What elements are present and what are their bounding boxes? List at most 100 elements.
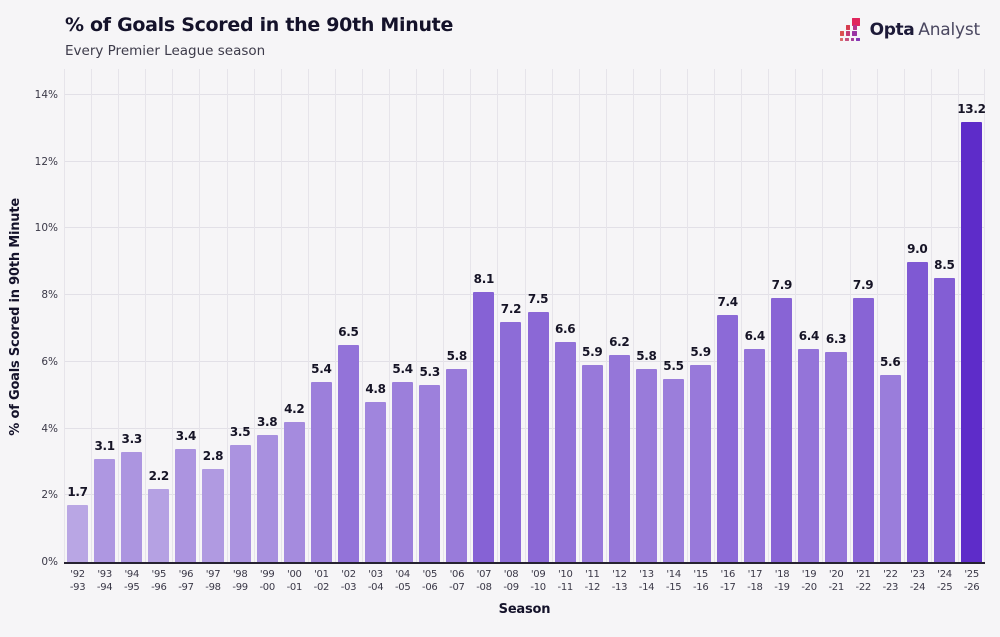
v-gridline bbox=[253, 69, 255, 562]
v-gridline bbox=[849, 69, 851, 562]
x-tick-label: '25 -26 bbox=[963, 569, 980, 593]
bar bbox=[94, 458, 116, 562]
bar-value-label: 6.2 bbox=[609, 335, 630, 350]
opta-logo-icon bbox=[839, 18, 862, 42]
v-gridline bbox=[470, 69, 472, 562]
v-gridline bbox=[930, 69, 932, 562]
bar-value-label: 5.4 bbox=[311, 361, 332, 376]
bar-value-label: 13.2 bbox=[957, 101, 986, 116]
x-axis-title: Season bbox=[498, 602, 551, 617]
x-ticks: '92 -93 '93 -94 '94 -95 '95 -96 '96 -97 '97 -98 '98-… bbox=[64, 564, 985, 594]
bar bbox=[419, 385, 441, 562]
bar-value-label: 3.5 bbox=[229, 425, 251, 440]
bar-value-label: 5.5 bbox=[663, 358, 684, 373]
logo-brand-light: Analyst bbox=[918, 20, 980, 40]
bar bbox=[392, 381, 414, 562]
v-gridline bbox=[578, 69, 580, 562]
y-tick-label: 6% bbox=[41, 355, 58, 368]
v-gridline bbox=[822, 69, 824, 562]
bar bbox=[960, 121, 982, 562]
bar bbox=[798, 348, 820, 562]
bar bbox=[554, 341, 576, 562]
v-gridline bbox=[145, 69, 147, 562]
x-tick-label: '21 -22 bbox=[855, 569, 872, 593]
bar-value-label: 5.8 bbox=[636, 348, 657, 363]
bar-value-label: 1.7 bbox=[67, 485, 88, 500]
bar-value-label: 2.2 bbox=[148, 468, 170, 483]
y-tick-label: 2% bbox=[41, 489, 58, 502]
bar-value-label: 6.6 bbox=[554, 321, 576, 336]
bar bbox=[473, 291, 495, 562]
bar bbox=[337, 345, 359, 562]
bar-value-label: 8.1 bbox=[473, 271, 495, 286]
x-tick-label: '23 -24 bbox=[909, 569, 926, 593]
opta-logo-square bbox=[852, 25, 858, 30]
header: % of Goals Scored in the 90th Minute Eve… bbox=[0, 0, 1000, 59]
bar bbox=[256, 435, 278, 562]
x-tick-label: '18 -19 bbox=[774, 569, 790, 593]
v-gridline bbox=[524, 69, 526, 562]
bar bbox=[121, 451, 143, 562]
x-tick-label: '97 -98 bbox=[205, 569, 221, 593]
y-tick-label: 4% bbox=[41, 422, 58, 435]
x-tick-label: '03 -04 bbox=[367, 569, 384, 593]
bar-value-label: 4.2 bbox=[284, 401, 305, 416]
opta-analyst-logo: Opta Analyst bbox=[839, 18, 980, 42]
opta-logo-text: Opta Analyst bbox=[870, 20, 981, 40]
v-gridline bbox=[768, 69, 770, 562]
v-gridline bbox=[632, 69, 634, 562]
x-tick-label: '12 -13 bbox=[611, 569, 628, 593]
v-gridline bbox=[795, 69, 797, 562]
chart-title: % of Goals Scored in the 90th Minute bbox=[65, 14, 454, 36]
bar bbox=[717, 315, 739, 562]
y-tick-label: 14% bbox=[34, 89, 58, 101]
bar-value-label: 3.4 bbox=[175, 428, 197, 443]
bar bbox=[879, 375, 901, 562]
v-gridline bbox=[389, 69, 391, 562]
x-tick-label: '22 -23 bbox=[882, 569, 899, 593]
opta-logo-square bbox=[845, 31, 851, 36]
x-tick-label: '93 -94 bbox=[96, 569, 113, 593]
bar-value-label: 6.3 bbox=[825, 331, 847, 346]
bar bbox=[148, 488, 170, 562]
x-tick-label: '02 -03 bbox=[340, 569, 357, 593]
bar bbox=[906, 261, 928, 562]
y-tick-label: 12% bbox=[34, 155, 58, 168]
bar bbox=[771, 298, 793, 562]
bar-value-label: 6.4 bbox=[744, 328, 766, 343]
bar-value-label: 3.3 bbox=[121, 431, 143, 446]
bar-value-label: 6.4 bbox=[798, 328, 820, 343]
bar bbox=[744, 348, 766, 562]
x-tick-label: '16 -17 bbox=[720, 569, 736, 593]
v-gridline bbox=[199, 69, 201, 562]
bar-value-label: 7.2 bbox=[500, 301, 522, 316]
bar-value-label: 4.8 bbox=[365, 381, 386, 396]
x-tick-label: '24 -25 bbox=[936, 569, 953, 593]
plot-column: 1.7 3.1 3.3 2.2 3.4 2.8 3.5 3.8 4.2 5.4 6.5 4.8 5.4 5… bbox=[64, 69, 986, 617]
v-gridline bbox=[280, 69, 282, 562]
bar bbox=[635, 368, 657, 562]
bar-chart: % of Goals Scored in 90th Minute 0% 2% 4% 6… bbox=[0, 69, 1000, 617]
x-tick-label: '10 -11 bbox=[557, 569, 574, 593]
y-tick-label: 0% bbox=[41, 556, 58, 568]
bar bbox=[608, 355, 630, 562]
v-gridline bbox=[118, 69, 120, 562]
v-gridline bbox=[903, 69, 905, 562]
bar-value-label: 9.0 bbox=[907, 241, 928, 256]
bar-value-label: 6.5 bbox=[338, 325, 359, 340]
x-tick-label: '09 -10 bbox=[530, 569, 546, 593]
y-axis-title-text: % of Goals Scored in 90th Minute bbox=[7, 197, 23, 436]
v-gridline bbox=[605, 69, 607, 562]
bar bbox=[67, 505, 89, 562]
bar bbox=[581, 365, 603, 562]
y-tick-label: 8% bbox=[41, 289, 58, 302]
x-tick-label: '13 -14 bbox=[638, 569, 655, 593]
y-ticks: 0% 2% 4% 6% 8% 10% 12% 14% bbox=[30, 69, 64, 568]
bar-value-label: 5.6 bbox=[880, 355, 901, 370]
bar bbox=[500, 321, 522, 562]
v-gridline bbox=[741, 69, 743, 562]
x-tick-label: '06 -07 bbox=[449, 569, 465, 593]
bar-value-label: 2.8 bbox=[202, 448, 224, 463]
v-gridline bbox=[226, 69, 228, 562]
v-gridline bbox=[416, 69, 418, 562]
